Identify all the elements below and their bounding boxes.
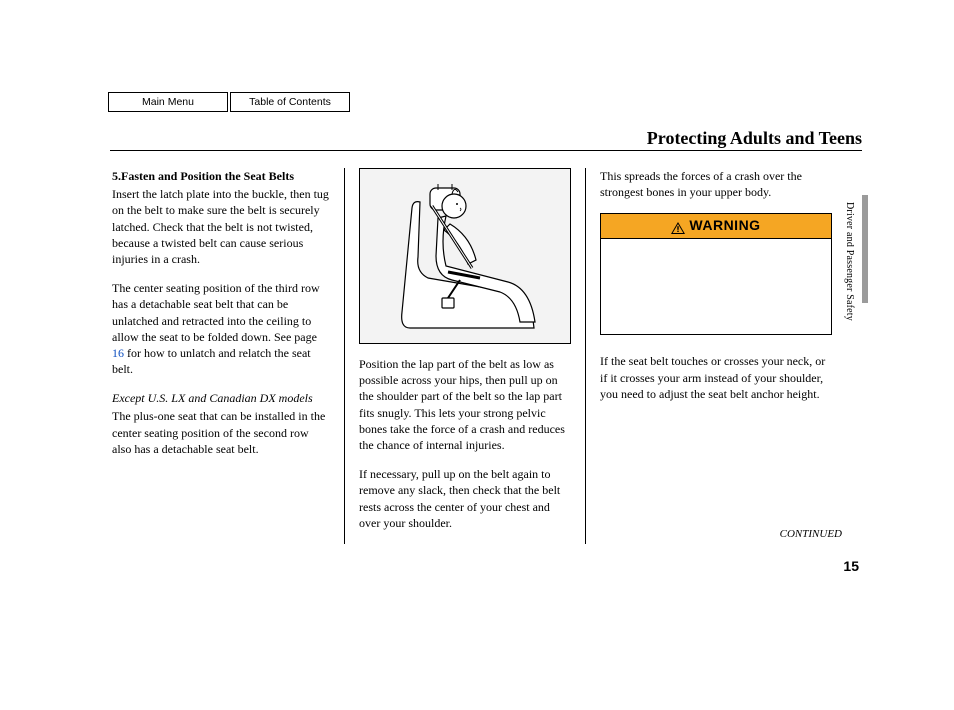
col1-p2-a: The center seating position of the third… bbox=[112, 281, 320, 344]
warning-label: WARNING bbox=[689, 216, 760, 235]
column-2: Position the lap part of the belt as low… bbox=[344, 168, 586, 544]
col2-para-2: If necessary, pull up on the belt again … bbox=[359, 466, 571, 531]
warning-box: WARNING bbox=[600, 213, 832, 335]
page-number: 15 bbox=[843, 557, 859, 576]
column-1: 5.Fasten and Position the Seat Belts Ins… bbox=[112, 168, 344, 544]
section-tab-marker bbox=[862, 195, 868, 303]
col1-p2-b: for how to unlatch and relatch the seat … bbox=[112, 346, 311, 376]
col3-para-1: This spreads the forces of a crash over … bbox=[600, 168, 832, 200]
continued-label: CONTINUED bbox=[780, 527, 842, 542]
main-menu-tab[interactable]: Main Menu bbox=[108, 92, 228, 112]
warning-header: WARNING bbox=[601, 214, 831, 239]
toc-tab[interactable]: Table of Contents bbox=[230, 92, 350, 112]
page-xref-16[interactable]: 16 bbox=[112, 346, 124, 360]
section-side-label: Driver and Passenger Safety bbox=[843, 202, 857, 321]
title-rule bbox=[110, 150, 862, 151]
col1-para-3: The plus-one seat that can be installed … bbox=[112, 408, 330, 457]
column-3: This spreads the forces of a crash over … bbox=[586, 168, 842, 544]
page-title: Protecting Adults and Teens bbox=[647, 126, 862, 150]
seatbelt-illustration bbox=[359, 168, 571, 344]
col2-para-1: Position the lap part of the belt as low… bbox=[359, 356, 571, 453]
warning-icon bbox=[671, 220, 685, 232]
model-exception-note: Except U.S. LX and Canadian DX models bbox=[112, 390, 330, 406]
step-heading: 5.Fasten and Position the Seat Belts bbox=[112, 168, 330, 184]
seatbelt-figure-svg bbox=[360, 172, 570, 340]
nav-tabs: Main Menu Table of Contents bbox=[108, 92, 350, 112]
col1-para-2: The center seating position of the third… bbox=[112, 280, 330, 377]
body-columns: 5.Fasten and Position the Seat Belts Ins… bbox=[112, 168, 842, 544]
col3-para-2: If the seat belt touches or crosses your… bbox=[600, 353, 832, 402]
col1-para-1: Insert the latch plate into the buckle, … bbox=[112, 186, 330, 267]
